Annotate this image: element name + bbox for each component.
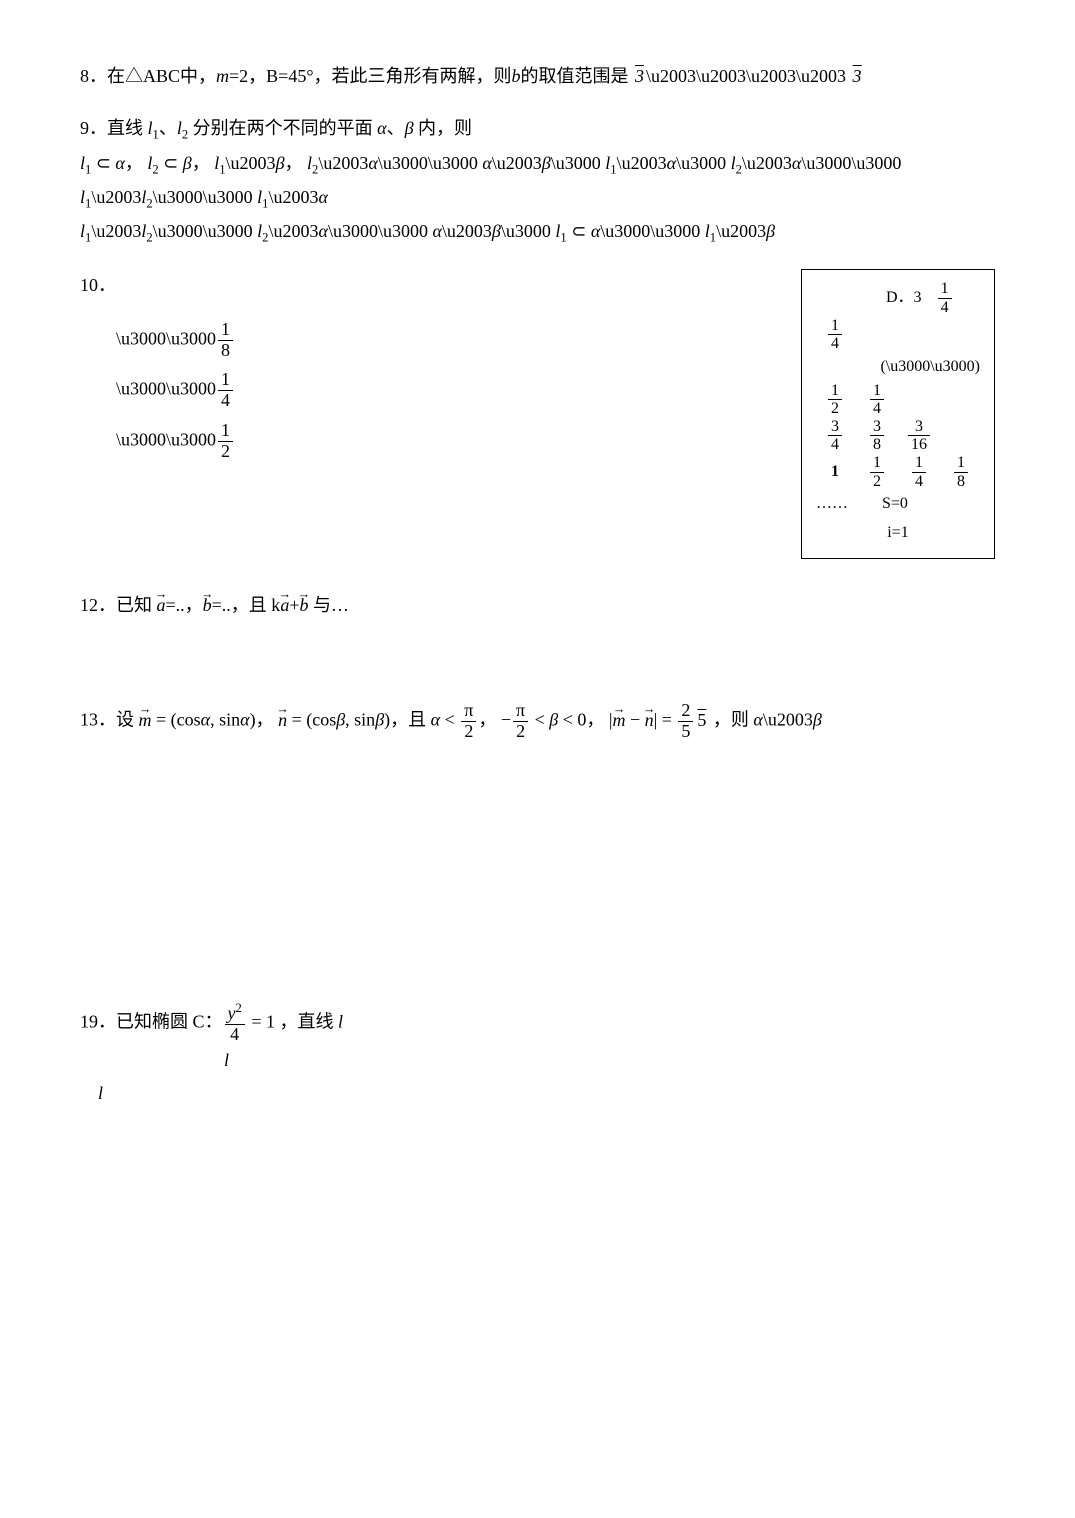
problem-19: 19．已知椭圆 C：y24 = 1 ，直线 l l l (80, 1002, 995, 1109)
tbl-row: D．3 14 (816, 280, 980, 316)
problem-8: 8．在△ABC中，m=2，B=45°，若此三角形有两解，则b的取值范围是 3\u… (80, 60, 995, 92)
p19-line-2: l (224, 1044, 995, 1076)
flow-row: i=1 (816, 519, 980, 548)
tbl-row: (\u3000\u3000) (816, 353, 980, 382)
root-icon: 3 (633, 66, 646, 86)
tbl-row: 14 (816, 317, 980, 353)
figure-table-right: D．3 14 14 (\u3000\u3000) 12 14 34 38 316… (801, 269, 995, 558)
flow-row: …… S=0 (816, 490, 980, 519)
tbl-row: 1 12 14 18 (816, 454, 980, 490)
problem-13: 13．设 m = (cosα, sinα)， n = (cosβ, sinβ)，… (80, 701, 995, 742)
tbl-row: 12 14 (816, 382, 980, 418)
p9-stem: 9．直线 l1、l2 分别在两个不同的平面 α、β 内，则 (80, 112, 995, 146)
p8-stem: 8．在△ABC中，m=2，B=45°，若此三角形有两解，则b的取值范围是 3\u… (80, 60, 995, 92)
problem-12: 12．已知 a=..，b=..，且 ka+b 与… (80, 589, 995, 621)
root-icon: 3 (851, 66, 864, 86)
p9-line-2: l1 ⊂ α， l2 ⊂ β， l1\u2003β， l2\u2003α\u30… (80, 147, 995, 216)
tbl-row: 34 38 316 (816, 418, 980, 454)
p19-line-1: 19．已知椭圆 C：y24 = 1 ，直线 l (80, 1002, 995, 1045)
problem-9: 9．直线 l1、l2 分别在两个不同的平面 α、β 内，则 l1 ⊂ α， l2… (80, 112, 995, 249)
p19-line-3: l (98, 1077, 995, 1109)
p9-line-3: l1\u2003l2\u3000\u3000 l2\u2003α\u3000\u… (80, 215, 995, 249)
